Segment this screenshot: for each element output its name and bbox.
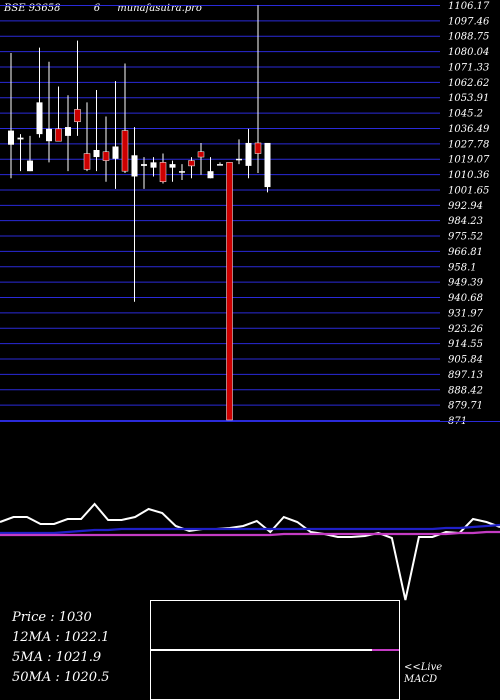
candle-body xyxy=(159,162,167,183)
ma12-stat: 12MA : 1022.1 xyxy=(12,630,110,645)
candle-body xyxy=(254,142,262,154)
candle-body xyxy=(141,164,147,166)
price-tick-label: 1027.78 xyxy=(448,139,489,150)
candle-body xyxy=(150,162,157,168)
macd-label-line2: MACD xyxy=(404,674,438,685)
price-tick-label: 923.26 xyxy=(448,324,484,335)
candle-body xyxy=(217,164,223,166)
candle-body xyxy=(83,153,91,170)
candle-body xyxy=(207,171,214,179)
macd-label-line1: <<Live xyxy=(404,662,443,673)
candle-body xyxy=(197,151,205,158)
candle-body xyxy=(236,158,242,161)
price-tick-label: 1045.2 xyxy=(448,109,483,120)
candle-body xyxy=(179,171,185,173)
ma50-stat: 50MA : 1020.5 xyxy=(12,670,110,685)
price-tick-label: 1053.91 xyxy=(448,93,489,104)
price-tick-label: 1010.36 xyxy=(448,170,490,181)
price-tick-label: 1071.33 xyxy=(448,62,489,73)
price-tick-label: 1001.65 xyxy=(448,185,489,196)
candle-body xyxy=(74,109,81,123)
candle-body xyxy=(131,155,138,177)
price-tick-label: 958.1 xyxy=(448,262,477,273)
price-tick-label: 940.68 xyxy=(448,293,483,304)
price-tick-label: 1088.75 xyxy=(448,32,489,43)
price-tick-label: 1080.04 xyxy=(448,47,489,58)
price-tick-label: 949.39 xyxy=(448,278,484,289)
period-label: 6 xyxy=(93,3,101,14)
candle-body xyxy=(112,146,119,159)
stats-panel: Price : 1030 12MA : 1022.1 5MA : 1021.9 … xyxy=(12,608,109,688)
price-tick-label: 897.13 xyxy=(448,370,483,381)
candle-body xyxy=(188,160,195,167)
indicator-line xyxy=(0,502,500,601)
price-tick-label: 1036.49 xyxy=(448,124,490,135)
candle-body xyxy=(17,137,24,140)
price-tick-label: 992.94 xyxy=(448,201,483,212)
price-tick-label: 879.71 xyxy=(448,401,483,412)
candle-body xyxy=(245,142,252,166)
candle-body xyxy=(27,160,33,172)
candle-body xyxy=(226,162,233,421)
candle-body xyxy=(46,128,52,142)
price-tick-label: 1062.62 xyxy=(448,78,489,89)
price-tick-label: 914.55 xyxy=(448,339,483,350)
candle-body xyxy=(36,102,43,135)
chart-header: BSE 93658 6 munafasutra.pro xyxy=(4,3,202,14)
candle-body xyxy=(65,127,71,136)
price-tick-label: 888.42 xyxy=(448,385,483,396)
price-tick-label: 1097.46 xyxy=(448,16,490,27)
price-tick-label: 1106.17 xyxy=(448,1,490,12)
site-label: munafasutra.pro xyxy=(117,3,202,14)
ma5-stat: 5MA : 1021.9 xyxy=(12,650,102,665)
macd-label: <<Live MACD xyxy=(404,662,442,686)
indicator-line xyxy=(0,530,500,537)
candle-body xyxy=(121,130,129,172)
symbol-label: BSE 93658 xyxy=(4,3,61,14)
candle-body xyxy=(55,128,62,142)
candle-body xyxy=(93,150,100,158)
candle-body xyxy=(264,142,271,188)
candle-body xyxy=(169,164,176,168)
price-stat: Price : 1030 xyxy=(12,610,92,625)
price-tick-label: 905.84 xyxy=(448,355,483,366)
price-tick-label: 966.81 xyxy=(448,247,483,258)
price-tick-label: 975.52 xyxy=(448,232,483,243)
indicator-line xyxy=(0,523,500,535)
candle-body xyxy=(8,130,14,145)
candle-body xyxy=(102,151,110,161)
price-tick-label: 931.97 xyxy=(448,308,484,319)
price-tick-label: 984.23 xyxy=(448,216,483,227)
price-tick-label: 1019.07 xyxy=(448,155,490,166)
